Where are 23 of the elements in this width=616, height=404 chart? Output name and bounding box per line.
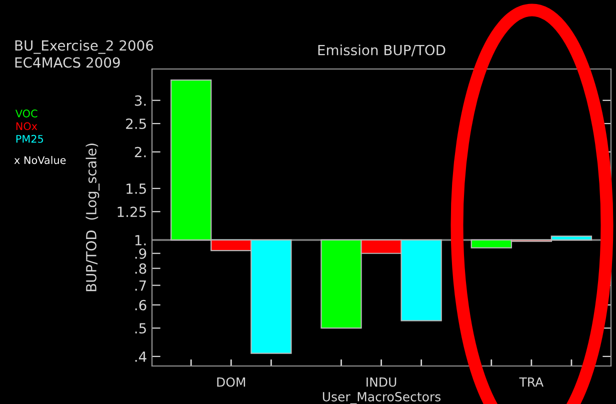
y-tick-label: .5 xyxy=(135,323,146,334)
text: VOC xyxy=(15,110,38,118)
text: x NoValue xyxy=(14,156,66,164)
text: PM25 xyxy=(16,134,43,143)
x-tick-label: INDU xyxy=(366,377,396,387)
y-tick-label: 1.5 xyxy=(126,184,146,194)
x-tick-label: TRA xyxy=(519,377,544,387)
chart-title: Emission BUP/TOD xyxy=(318,44,446,56)
chart-subtitle: BU_Exercise_2 2006 EC4MACS 2009 xyxy=(15,40,154,68)
y-tick-label: 2. xyxy=(134,146,146,158)
x-tick-label: DOM xyxy=(217,377,246,387)
y-tick-label: .4 xyxy=(135,352,146,362)
y-axis-title: BUP/TOD (Log_scale) xyxy=(86,144,100,292)
x-axis-title: User_MacroSectors xyxy=(322,392,441,404)
y-tick-label: 2.5 xyxy=(126,118,146,130)
y-tick-label: .7 xyxy=(135,280,146,291)
y-tick-label: .8 xyxy=(135,263,146,274)
y-tick-label: 1.25 xyxy=(118,206,146,218)
y-tick-label: 3. xyxy=(134,95,146,106)
y-tick-label: 1. xyxy=(135,235,146,246)
y-tick-label: .9 xyxy=(135,248,146,259)
text: NOx xyxy=(16,122,38,130)
y-tick-label: .6 xyxy=(135,300,146,310)
